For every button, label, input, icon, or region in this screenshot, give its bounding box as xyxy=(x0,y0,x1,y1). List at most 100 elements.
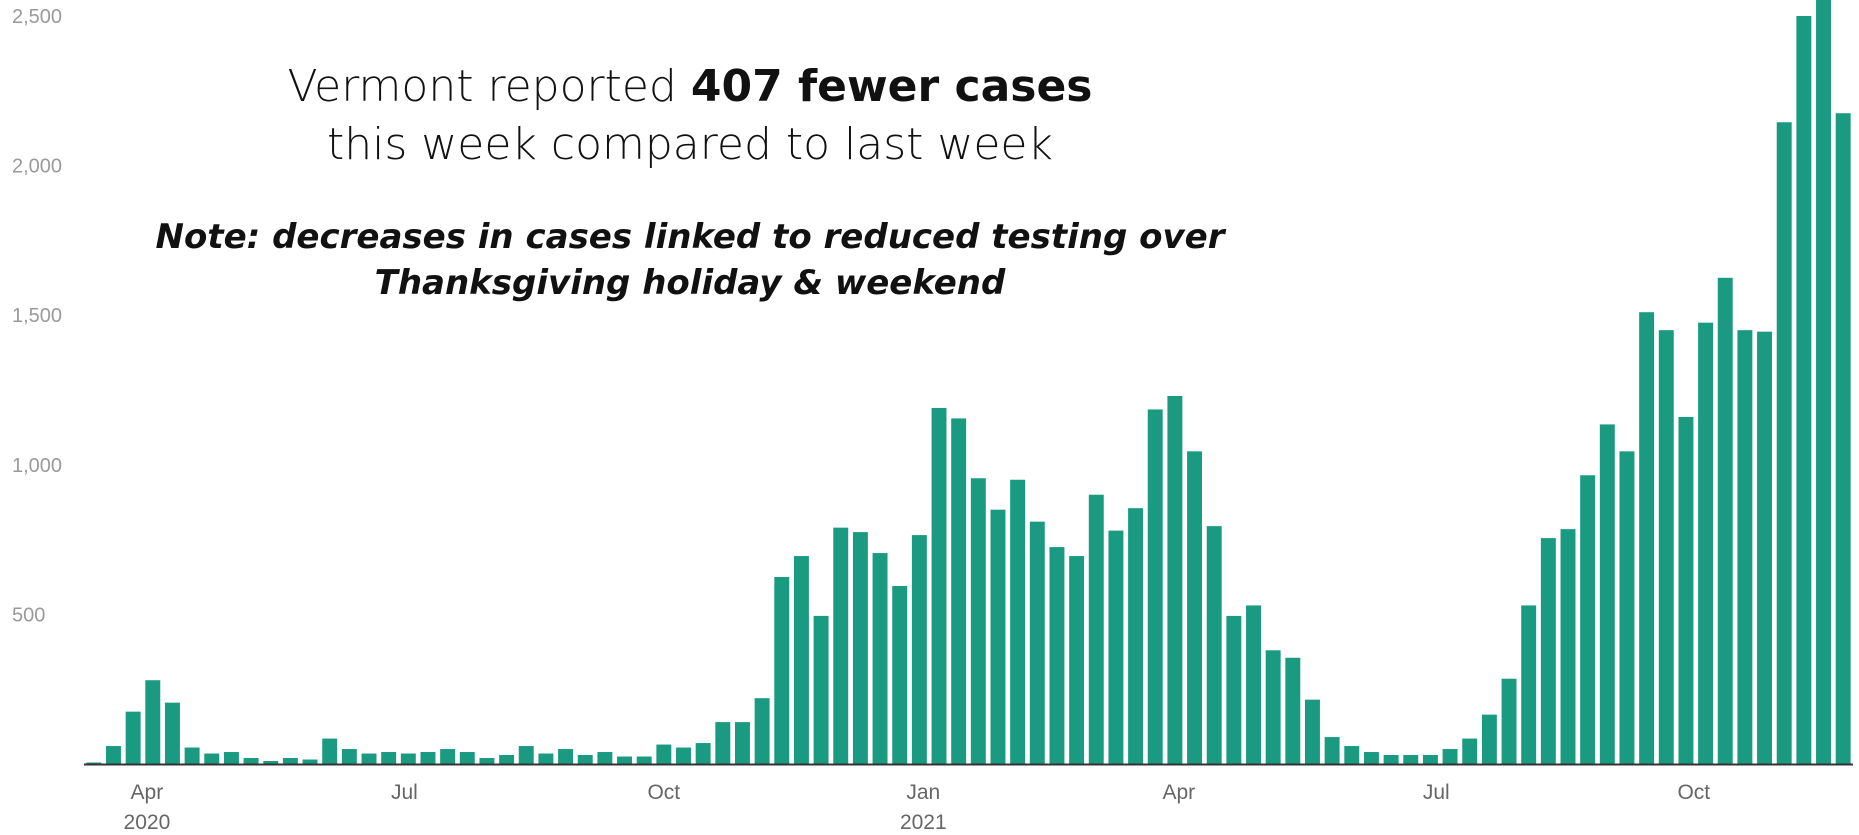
x-axis: Apr 2020 Jul Oct Jan 2021 Apr Jul Oct xyxy=(124,781,1711,834)
bar xyxy=(538,753,554,764)
bar xyxy=(1344,746,1360,764)
x-tick-label: Apr xyxy=(1162,781,1195,804)
bar xyxy=(1599,424,1615,764)
bar xyxy=(1363,752,1379,764)
bar xyxy=(951,418,967,764)
note: Note: decreases in cases linked to reduc… xyxy=(140,214,1240,306)
bar xyxy=(1069,556,1085,764)
bar xyxy=(1717,277,1733,764)
y-tick-label: 2,000 xyxy=(12,156,62,178)
bar xyxy=(1422,755,1438,764)
bar xyxy=(1285,657,1301,764)
bar xyxy=(1501,678,1517,764)
bar xyxy=(479,758,495,764)
bar xyxy=(1757,331,1773,764)
bar xyxy=(558,749,574,764)
bar xyxy=(1029,521,1045,764)
bar xyxy=(577,755,593,764)
headline-line2: this week compared to last week xyxy=(327,119,1053,170)
x-tick-year-label: 2021 xyxy=(900,811,947,834)
bar xyxy=(1776,122,1792,765)
bar xyxy=(361,753,377,764)
bar xyxy=(636,756,652,764)
bar xyxy=(1403,755,1419,764)
bar xyxy=(1816,0,1831,765)
bar xyxy=(695,743,711,764)
bar xyxy=(420,752,436,764)
bar xyxy=(282,758,298,764)
bar xyxy=(1737,330,1753,764)
bar xyxy=(1128,508,1144,764)
bar xyxy=(1580,475,1596,764)
bar xyxy=(833,527,849,764)
y-tick-label: 1,000 xyxy=(12,455,62,477)
bar xyxy=(990,509,1006,764)
bar xyxy=(440,749,456,764)
bar xyxy=(1010,479,1026,764)
bar xyxy=(734,722,750,764)
bar xyxy=(1383,755,1399,764)
bar xyxy=(676,747,691,764)
bar xyxy=(1698,322,1714,764)
bar xyxy=(381,752,397,764)
bar xyxy=(125,711,141,764)
bar xyxy=(1521,605,1537,764)
bar xyxy=(1305,699,1320,764)
y-tick-label: 500 xyxy=(12,604,45,626)
note-line1: Note: decreases in cases linked to reduc… xyxy=(155,217,1225,257)
bar xyxy=(341,749,357,764)
bar xyxy=(1088,494,1104,764)
x-tick-label: Oct xyxy=(1677,781,1710,804)
y-axis: 500 1,000 1,500 2,000 2,500 xyxy=(12,6,62,626)
bar xyxy=(302,759,318,764)
bar xyxy=(892,585,908,764)
bar xyxy=(617,756,632,764)
bar xyxy=(1678,416,1694,764)
headline-prefix: Vermont reported xyxy=(287,61,691,112)
x-tick-label: Apr xyxy=(131,781,164,804)
note-line2: Thanksgiving holiday & weekend xyxy=(374,263,1006,303)
bar xyxy=(1187,451,1203,764)
bar xyxy=(1324,737,1340,764)
bar xyxy=(1442,749,1458,764)
x-tick-label: Jul xyxy=(391,781,418,804)
bar xyxy=(931,407,947,764)
bar xyxy=(1167,395,1183,764)
bar xyxy=(1619,451,1635,764)
x-tick-label: Oct xyxy=(647,781,680,804)
bar xyxy=(852,532,868,764)
y-tick-label: 2,500 xyxy=(12,6,62,28)
headline: Vermont reported 407 fewer cases this we… xyxy=(140,58,1240,174)
bar xyxy=(1835,113,1851,765)
bar xyxy=(1246,605,1261,764)
x-tick-year-label: 2020 xyxy=(124,811,171,834)
bar xyxy=(813,615,829,764)
bar xyxy=(911,535,927,764)
bar xyxy=(715,722,731,764)
bar xyxy=(1796,16,1812,764)
bar xyxy=(145,680,161,764)
bar xyxy=(184,747,200,764)
y-tick-label: 1,500 xyxy=(12,305,62,327)
bar xyxy=(1481,714,1497,764)
bar xyxy=(1206,526,1222,764)
x-tick-label: Jul xyxy=(1423,781,1450,804)
bars xyxy=(86,0,1851,765)
x-tick-label: Jan xyxy=(906,781,940,804)
bar xyxy=(656,744,672,764)
bar xyxy=(1265,650,1281,764)
bar xyxy=(518,746,534,764)
bar xyxy=(1108,530,1124,764)
bar xyxy=(204,753,220,764)
bar xyxy=(322,738,338,764)
bar xyxy=(1049,547,1065,764)
bar xyxy=(263,761,279,764)
bar xyxy=(86,762,102,764)
bar xyxy=(1658,330,1674,764)
bar xyxy=(459,752,475,764)
bar xyxy=(400,753,416,764)
bar xyxy=(499,755,515,764)
bar xyxy=(774,577,790,764)
bar xyxy=(1462,738,1478,764)
